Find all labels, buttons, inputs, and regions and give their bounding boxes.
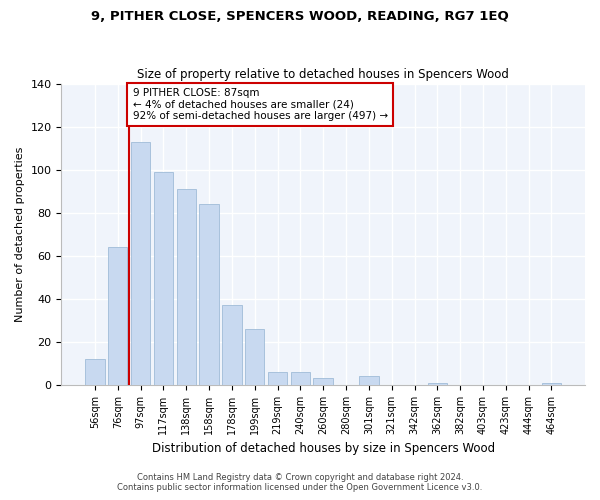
Title: Size of property relative to detached houses in Spencers Wood: Size of property relative to detached ho… xyxy=(137,68,509,81)
X-axis label: Distribution of detached houses by size in Spencers Wood: Distribution of detached houses by size … xyxy=(152,442,495,455)
Bar xyxy=(268,372,287,384)
Bar xyxy=(245,329,265,384)
Bar xyxy=(85,359,104,384)
Text: Contains HM Land Registry data © Crown copyright and database right 2024.
Contai: Contains HM Land Registry data © Crown c… xyxy=(118,473,482,492)
Bar xyxy=(222,305,242,384)
Text: 9, PITHER CLOSE, SPENCERS WOOD, READING, RG7 1EQ: 9, PITHER CLOSE, SPENCERS WOOD, READING,… xyxy=(91,10,509,23)
Bar xyxy=(131,142,150,384)
Bar xyxy=(290,372,310,384)
Bar xyxy=(542,382,561,384)
Y-axis label: Number of detached properties: Number of detached properties xyxy=(15,146,25,322)
Text: 9 PITHER CLOSE: 87sqm
← 4% of detached houses are smaller (24)
92% of semi-detac: 9 PITHER CLOSE: 87sqm ← 4% of detached h… xyxy=(133,88,388,121)
Bar xyxy=(176,189,196,384)
Bar xyxy=(154,172,173,384)
Bar xyxy=(199,204,219,384)
Bar xyxy=(313,378,333,384)
Bar xyxy=(428,382,447,384)
Bar xyxy=(359,376,379,384)
Bar xyxy=(108,247,127,384)
